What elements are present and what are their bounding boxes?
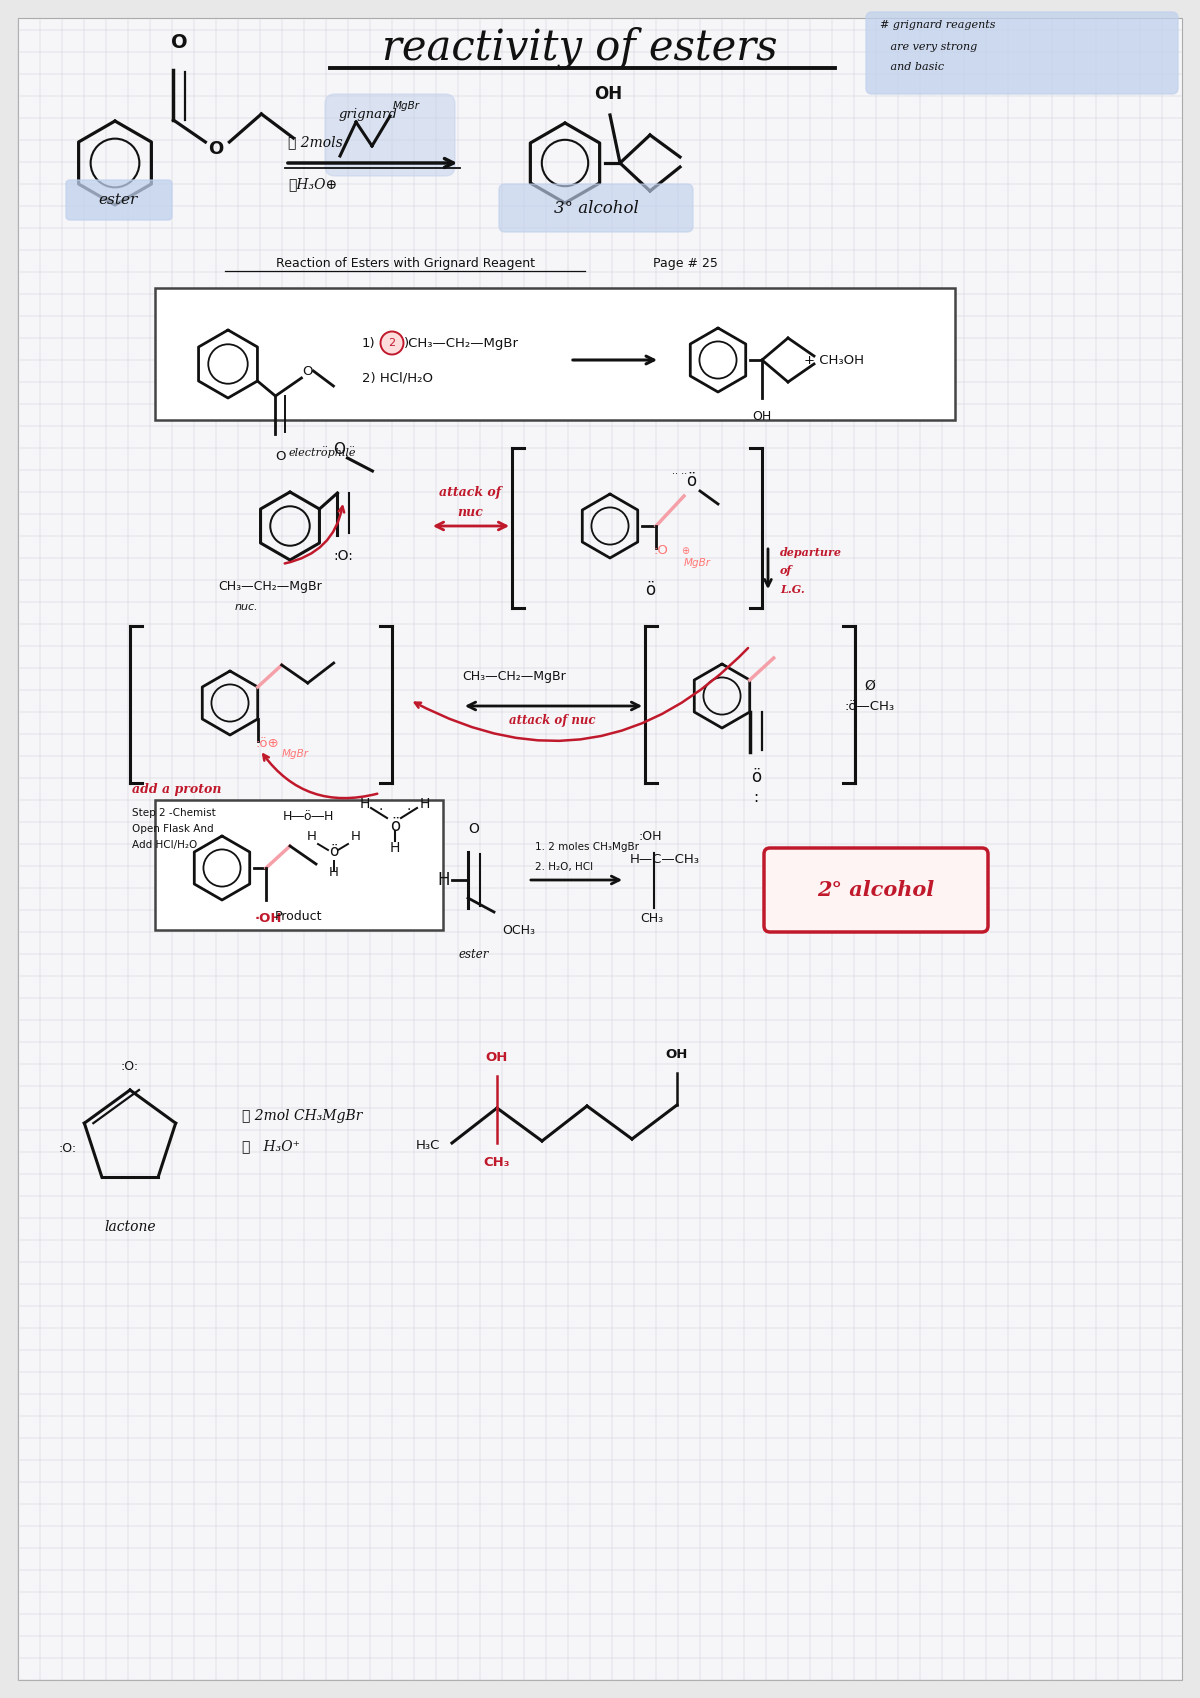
FancyBboxPatch shape — [866, 12, 1178, 93]
Text: :ö⊕: :ö⊕ — [256, 737, 280, 751]
Text: Product: Product — [275, 910, 322, 924]
FancyBboxPatch shape — [764, 847, 988, 932]
Text: :O:: :O: — [59, 1141, 77, 1155]
Text: 1. 2 moles CH₃MgBr: 1. 2 moles CH₃MgBr — [535, 842, 640, 852]
Text: OH: OH — [594, 85, 622, 104]
Text: H: H — [360, 796, 370, 812]
Text: nuc: nuc — [457, 506, 482, 520]
FancyBboxPatch shape — [499, 183, 694, 233]
Text: MgBr: MgBr — [282, 749, 310, 759]
Text: )CH₃—CH₂—MgBr: )CH₃—CH₂—MgBr — [404, 336, 520, 350]
Text: H—C—CH₃: H—C—CH₃ — [630, 852, 700, 866]
Text: H₃C: H₃C — [415, 1139, 440, 1151]
Text: H: H — [438, 871, 450, 890]
Text: Add HCl/H₂O: Add HCl/H₂O — [132, 841, 197, 851]
Text: CH₃—CH₂—MgBr: CH₃—CH₂—MgBr — [218, 581, 322, 593]
Text: :ö—CH₃: :ö—CH₃ — [845, 700, 895, 713]
Text: CH₃: CH₃ — [640, 912, 664, 925]
Text: CH₃: CH₃ — [484, 1156, 510, 1168]
Text: ö: ö — [686, 472, 696, 491]
Text: of: of — [780, 565, 792, 576]
Text: H: H — [307, 830, 317, 842]
Text: add a proton: add a proton — [132, 783, 222, 796]
Text: ..: .. — [349, 440, 356, 448]
Text: :O:: :O: — [334, 548, 353, 564]
Text: ·OH: ·OH — [254, 912, 282, 925]
Text: .: . — [379, 800, 383, 813]
Text: attack of nuc: attack of nuc — [509, 713, 595, 727]
Text: 2: 2 — [389, 338, 396, 348]
Text: :OH: :OH — [638, 830, 661, 842]
Text: # grignard reagents: # grignard reagents — [880, 20, 996, 31]
Text: .: . — [407, 800, 412, 813]
Text: Ø: Ø — [864, 679, 876, 693]
Text: H: H — [352, 830, 361, 842]
Text: lactone: lactone — [104, 1219, 156, 1234]
Text: departure: departure — [780, 547, 842, 559]
Text: ester: ester — [98, 194, 138, 207]
Text: :: : — [754, 790, 758, 805]
Text: ① 2mols: ① 2mols — [288, 136, 343, 149]
FancyBboxPatch shape — [325, 93, 455, 177]
Text: Step 2 -Chemist: Step 2 -Chemist — [132, 808, 216, 818]
Text: Open Flask And: Open Flask And — [132, 824, 214, 834]
Text: 2° alcohol: 2° alcohol — [817, 880, 935, 900]
Text: CH₃—CH₂—MgBr: CH₃—CH₂—MgBr — [462, 671, 565, 683]
Text: O: O — [302, 365, 313, 377]
Text: H: H — [420, 796, 430, 812]
Text: O: O — [275, 450, 286, 464]
Text: and basic: and basic — [880, 63, 944, 71]
Text: ⊕: ⊕ — [682, 547, 689, 555]
Text: H―ö―H: H―ö―H — [282, 810, 334, 824]
Text: Page # 25: Page # 25 — [653, 256, 718, 270]
Circle shape — [380, 331, 403, 355]
Text: nuc.: nuc. — [235, 603, 259, 611]
Text: 2. H₂O, HCl: 2. H₂O, HCl — [535, 863, 593, 873]
Text: .. ..: .. .. — [672, 465, 688, 475]
Text: ö: ö — [329, 844, 338, 859]
FancyBboxPatch shape — [66, 180, 172, 221]
Text: OCH₃: OCH₃ — [502, 924, 535, 937]
Text: are very strong: are very strong — [880, 42, 977, 53]
Text: :O: :O — [654, 543, 668, 557]
Text: 3° alcohol: 3° alcohol — [553, 199, 638, 217]
Bar — [155, 289, 955, 419]
Text: ②H₃O⊕: ②H₃O⊕ — [288, 177, 337, 190]
Text: :O:: :O: — [121, 1060, 139, 1073]
Text: ②   H₃O⁺: ② H₃O⁺ — [242, 1139, 300, 1153]
Text: electrophile: electrophile — [288, 448, 355, 458]
Text: 2) HCl/H₂O: 2) HCl/H₂O — [362, 372, 433, 384]
Text: O: O — [172, 32, 187, 53]
Text: ..: .. — [322, 440, 329, 448]
Text: grignard: grignard — [338, 109, 397, 121]
Text: ö: ö — [751, 767, 761, 786]
Text: reactivity of esters: reactivity of esters — [383, 27, 778, 70]
Text: OH: OH — [752, 409, 772, 423]
Text: + CH₃OH: + CH₃OH — [804, 353, 864, 367]
Text: O: O — [208, 139, 223, 158]
Text: 1): 1) — [362, 336, 376, 350]
Text: O: O — [468, 822, 480, 835]
Text: OH: OH — [666, 1048, 688, 1061]
Text: MgBr: MgBr — [684, 559, 710, 569]
Text: ester: ester — [458, 947, 490, 961]
Text: ö: ö — [644, 581, 655, 599]
Text: H: H — [390, 841, 400, 856]
Text: L.G.: L.G. — [780, 584, 805, 594]
Text: OH: OH — [486, 1051, 508, 1065]
Text: MgBr: MgBr — [394, 100, 420, 110]
Text: O: O — [334, 441, 346, 457]
Text: ① 2mol CH₃MgBr: ① 2mol CH₃MgBr — [242, 1109, 362, 1122]
Text: Reaction of Esters with Grignard Reagent: Reaction of Esters with Grignard Reagent — [276, 256, 534, 270]
Bar — [155, 800, 443, 931]
Text: ö: ö — [390, 817, 400, 835]
Text: attack of: attack of — [439, 486, 502, 499]
Text: H: H — [329, 866, 338, 880]
